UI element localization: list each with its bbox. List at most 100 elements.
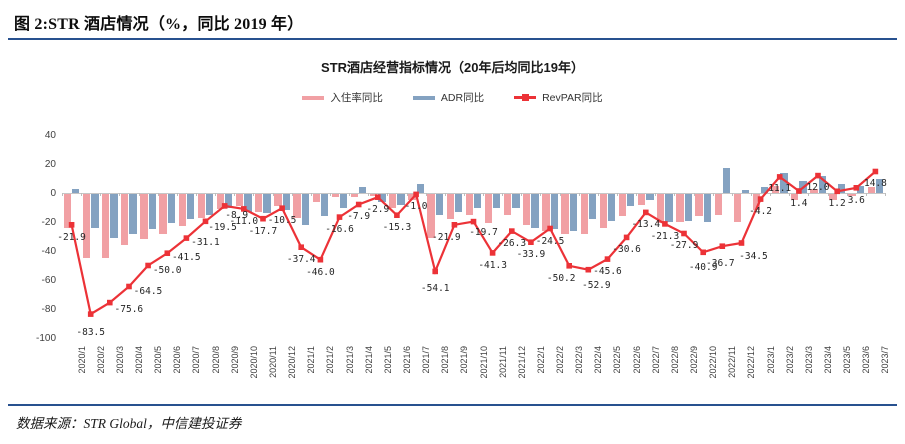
x-tick-label-2020/8: 2020/8 — [210, 346, 221, 374]
x-tick-label-2020/4: 2020/4 — [133, 346, 144, 374]
bar-adr-2021/7 — [416, 184, 424, 193]
revpar-point-2021/6 — [394, 212, 400, 218]
x-tick-label-2021/11: 2021/11 — [497, 346, 508, 378]
zero-axis-tick — [597, 193, 599, 196]
zero-axis-tick — [310, 193, 312, 196]
x-tick-label-2020/11: 2020/11 — [267, 346, 278, 378]
adr-swatch-icon — [412, 95, 435, 100]
zero-axis-tick — [502, 193, 504, 196]
revpar-value-label-2020/5: -50.0 — [152, 264, 182, 276]
zero-axis-tick — [215, 193, 217, 196]
revpar-value-label-2022/1: -33.9 — [516, 249, 546, 261]
bar-adr-2021/4 — [359, 187, 367, 193]
x-tick-label-2021/3: 2021/3 — [344, 346, 355, 374]
revpar-value-label-2022/9: -27.9 — [669, 240, 699, 252]
bar-adr-2020/2 — [91, 193, 99, 228]
bar-occupancy-2020/4 — [121, 193, 129, 246]
x-tick-label-2022/11: 2022/11 — [727, 346, 738, 378]
bar-adr-2023/7 — [875, 178, 884, 193]
revpar-value-label-2020/12: -10.5 — [267, 215, 297, 227]
bar-occupancy-2022/12 — [733, 193, 741, 222]
revpar-point-2020/5 — [145, 262, 151, 269]
zero-axis-tick — [444, 193, 446, 196]
revpar-point-2023/1 — [757, 196, 764, 202]
zero-axis-tick — [368, 193, 370, 196]
x-tick-label-2021/12: 2021/12 — [516, 346, 527, 379]
revpar-value-label-2021/2: -46.0 — [306, 266, 335, 278]
bar-adr-2023/2 — [780, 172, 788, 193]
revpar-value-label-2023/6: 3.6 — [847, 194, 865, 206]
legend-label-occupancy: 入住率同比 — [330, 92, 383, 104]
bar-occupancy-2023/4 — [810, 188, 818, 193]
legend-label-revpar: RevPAR同比 — [542, 92, 603, 104]
zero-axis-tick — [387, 193, 389, 196]
bar-occupancy-2023/1 — [752, 193, 761, 211]
revpar-point-2020/4 — [126, 283, 132, 290]
revpar-point-2022/12 — [738, 240, 745, 246]
revpar-value-label-2022/3: -50.2 — [546, 272, 576, 284]
revpar-value-label-2023/7: 14.8 — [863, 177, 887, 189]
x-tick-label-2023/3: 2023/3 — [803, 346, 814, 374]
revpar-point-2022/9 — [681, 230, 687, 237]
bar-adr-2020/3 — [110, 193, 118, 238]
zero-axis-tick — [62, 193, 63, 196]
bar-adr-2021/3 — [340, 193, 348, 208]
bar-adr-2021/2 — [320, 193, 329, 217]
x-tick-label-2021/2: 2021/2 — [325, 346, 336, 374]
revpar-point-2022/5 — [604, 256, 611, 262]
revpar-value-label-2021/8: -54.1 — [420, 283, 450, 295]
revpar-value-label-2022/10: -40.9 — [688, 262, 718, 274]
revpar-point-2020/6 — [164, 250, 171, 256]
revpar-point-2023/7 — [872, 168, 879, 175]
revpar-point-2022/4 — [585, 266, 592, 273]
bar-occupancy-2021/3 — [331, 193, 340, 198]
revpar-point-2020/7 — [183, 235, 190, 241]
y-tick-label: -80 — [41, 303, 56, 315]
revpar-value-label-2021/9: -21.9 — [432, 231, 461, 243]
bar-occupancy-2023/6 — [848, 193, 856, 196]
bar-occupancy-2023/3 — [791, 193, 799, 201]
bar-occupancy-2020/7 — [178, 193, 186, 227]
revpar-point-2021/7 — [413, 191, 419, 198]
zero-axis-tick — [751, 193, 753, 196]
y-tick-label: -40 — [41, 245, 56, 257]
bar-adr-2022/8 — [665, 193, 673, 222]
y-tick-label: 0 — [50, 187, 56, 199]
zero-axis-tick — [119, 193, 121, 196]
data-source: 数据来源：STR Global，中信建投证券 — [16, 416, 242, 431]
revpar-value-label-2021/5: -2.9 — [366, 204, 390, 216]
bar-adr-2021/10 — [474, 193, 482, 208]
revpar-value-label-2023/2: 11.1 — [768, 182, 792, 194]
zero-axis-tick — [712, 193, 714, 196]
bar-occupancy-2022/8 — [657, 193, 665, 224]
bar-occupancy-2020/8 — [197, 193, 206, 218]
revpar-value-label-2021/4: -7.9 — [347, 211, 371, 223]
revpar-point-2020/9 — [221, 203, 228, 209]
bar-occupancy-2021/5 — [370, 193, 378, 196]
bar-adr-2020/8 — [206, 193, 214, 215]
zero-axis-tick — [578, 193, 580, 196]
zero-axis-tick — [636, 193, 638, 196]
zero-axis-tick — [253, 193, 255, 196]
revpar-point-2021/9 — [451, 222, 458, 228]
bar-occupancy-2022/3 — [561, 193, 569, 234]
bar-occupancy-2021/6 — [389, 193, 397, 208]
bar-occupancy-2021/10 — [465, 193, 473, 215]
x-tick-label-2020/2: 2020/2 — [95, 346, 106, 374]
legend-item-occupancy: 入住率同比 — [302, 90, 383, 105]
bar-adr-2022/11 — [722, 168, 731, 193]
revpar-value-label-2021/12: -26.3 — [497, 238, 527, 250]
revpar-point-2020/2 — [87, 311, 94, 317]
revpar-point-2023/3 — [796, 188, 802, 194]
zero-axis-tick — [483, 193, 485, 196]
revpar-value-label-2023/3: 1.4 — [790, 197, 808, 209]
zero-axis-tick — [349, 193, 351, 196]
x-tick-label-2022/10: 2022/10 — [708, 346, 719, 379]
bar-occupancy-2020/1 — [63, 193, 72, 228]
legend-item-revpar: RevPAR同比 — [514, 90, 603, 105]
x-tick-label-2023/5: 2023/5 — [842, 346, 853, 374]
bar-adr-2023/5 — [837, 184, 845, 193]
revpar-point-2022/10 — [700, 249, 706, 256]
x-tick-label-2022/4: 2022/4 — [593, 346, 604, 374]
bar-adr-2022/9 — [684, 193, 692, 221]
